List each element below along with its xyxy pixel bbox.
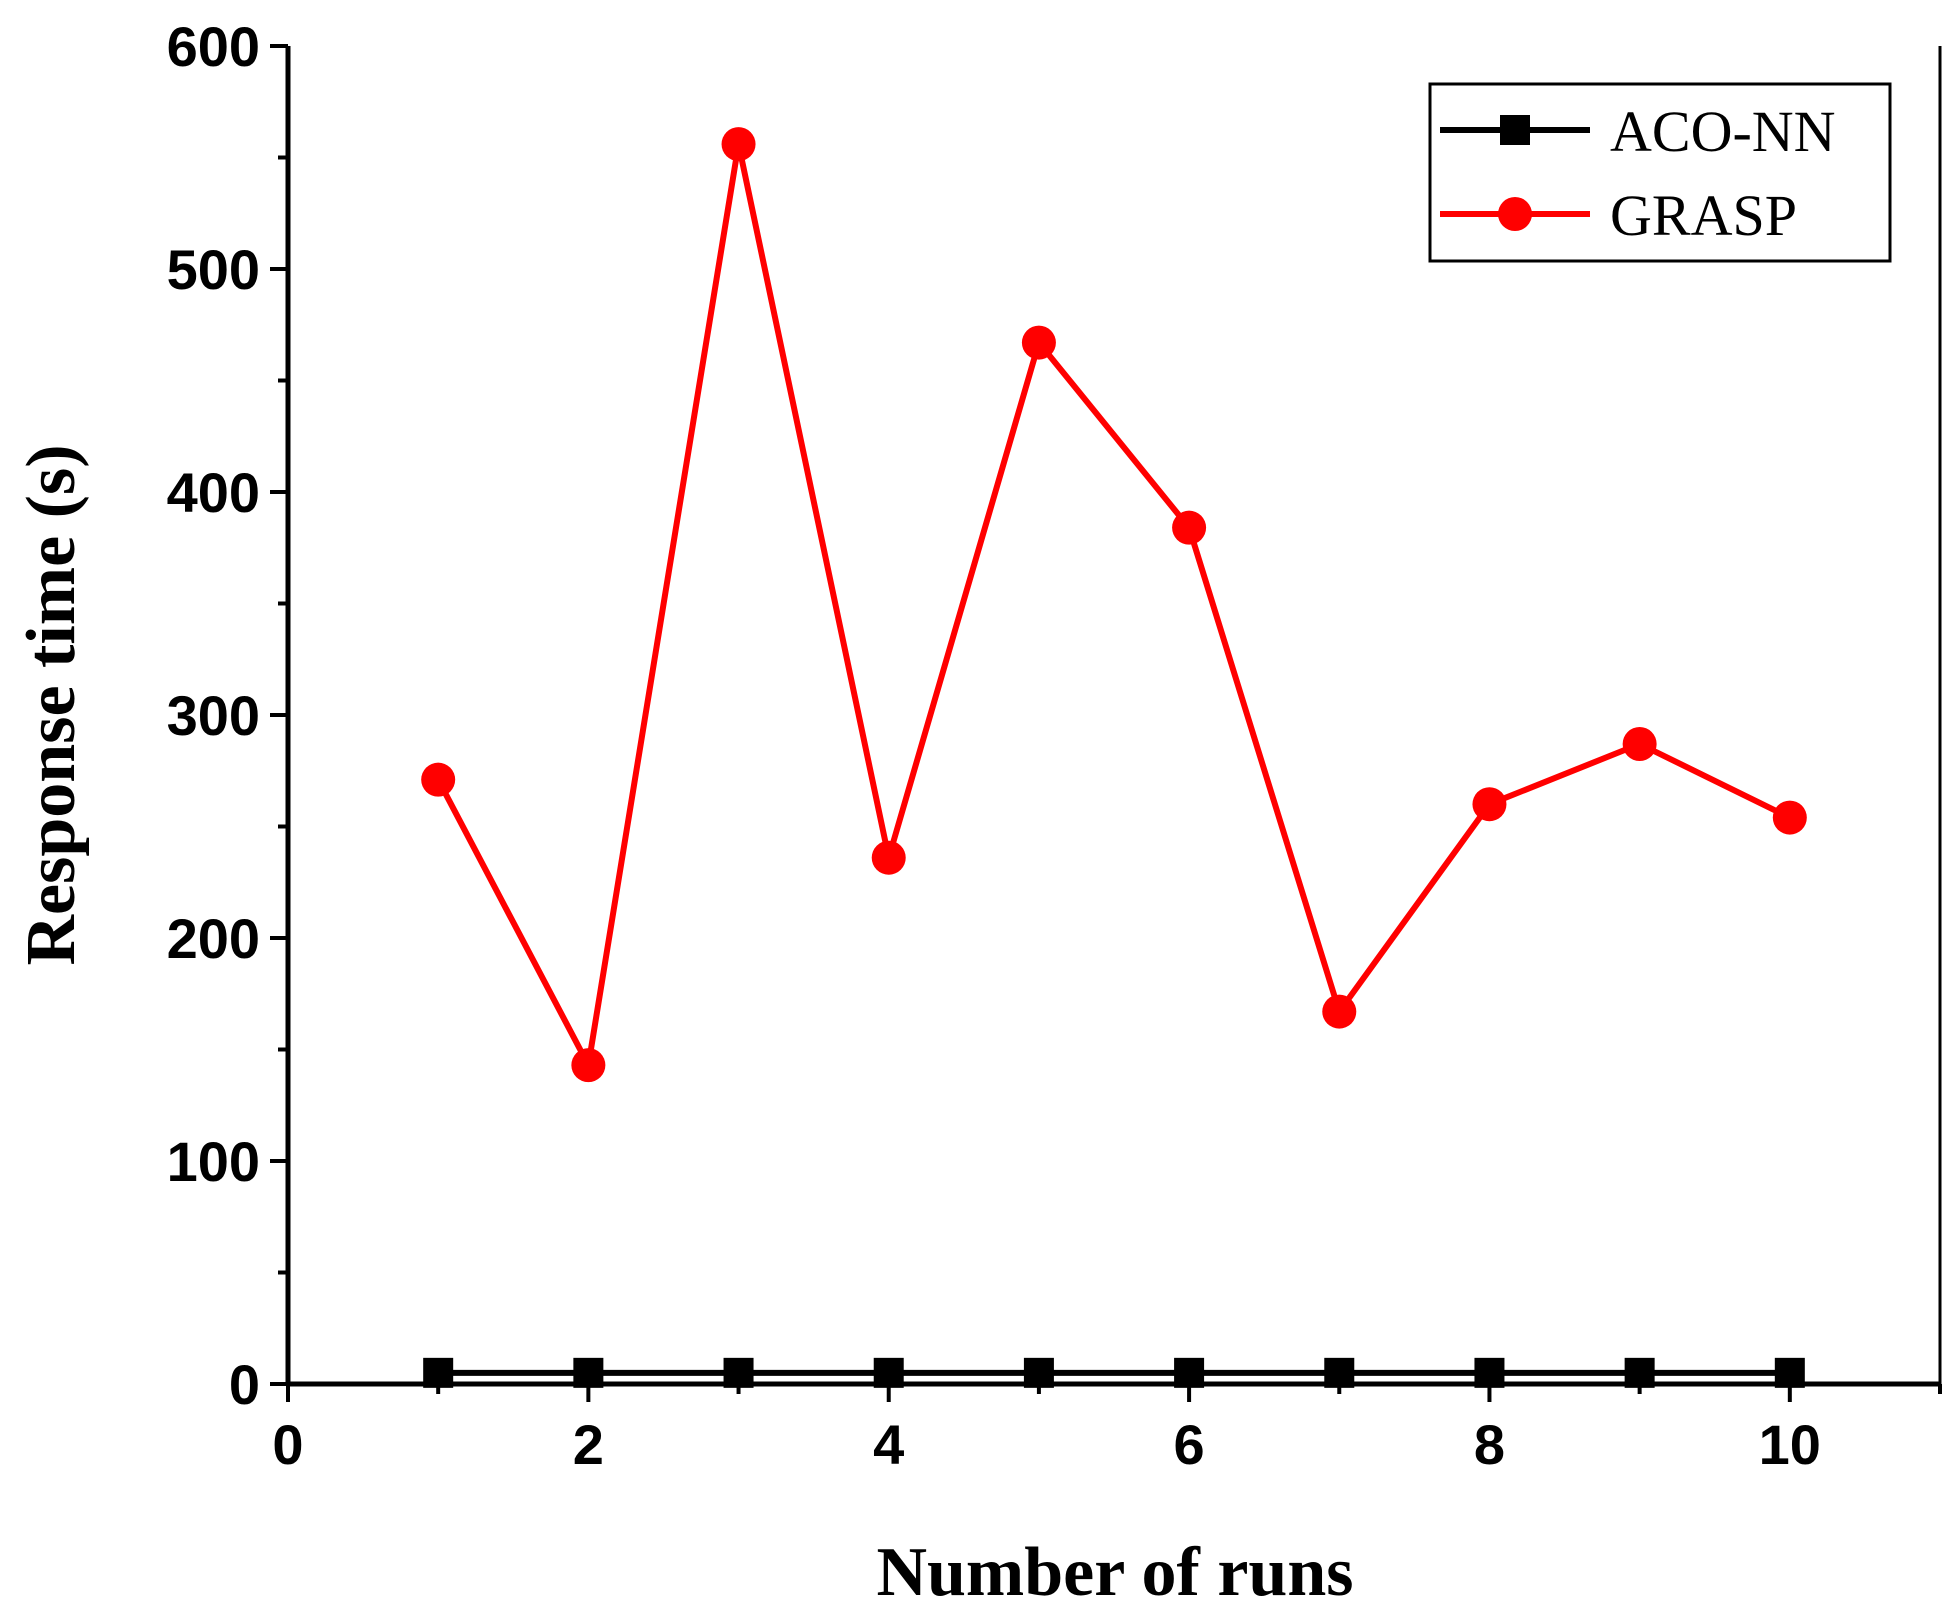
data-point-aco-nn <box>1023 1357 1054 1388</box>
data-point-aco-nn <box>1774 1357 1805 1388</box>
x-tick-label: 4 <box>873 1413 904 1476</box>
x-tick-label: 2 <box>573 1413 604 1476</box>
x-tick-label: 8 <box>1474 1413 1505 1476</box>
data-point-grasp <box>721 127 756 162</box>
legend-label-grasp: GRASP <box>1610 183 1797 248</box>
y-tick-label: 600 <box>167 15 260 78</box>
x-tick-label: 0 <box>272 1413 303 1476</box>
x-tick-label: 6 <box>1174 1413 1205 1476</box>
data-point-aco-nn <box>723 1357 754 1388</box>
legend: ACO-NN GRASP <box>1428 82 1892 263</box>
legend-box <box>1428 82 1892 263</box>
data-point-grasp <box>871 840 906 875</box>
y-axis-title: Response time (s) <box>13 444 90 965</box>
data-point-aco-nn <box>873 1357 904 1388</box>
x-axis-title: Number of runs <box>876 1534 1353 1611</box>
y-tick-label: 400 <box>167 461 260 524</box>
data-point-grasp <box>1322 994 1357 1029</box>
data-point-aco-nn <box>1174 1357 1205 1388</box>
data-point-grasp <box>1622 726 1657 761</box>
y-tick-label: 100 <box>167 1130 260 1193</box>
data-point-aco-nn <box>573 1357 604 1388</box>
y-tick-label: 300 <box>167 684 260 747</box>
y-tick-label: 500 <box>167 238 260 301</box>
data-point-aco-nn <box>1624 1357 1655 1388</box>
data-point-grasp <box>1172 510 1207 545</box>
series-line-grasp <box>435 141 1792 1069</box>
data-point-aco-nn <box>423 1357 454 1388</box>
y-tick-label: 0 <box>229 1353 260 1416</box>
y-tick-label: 200 <box>167 907 260 970</box>
data-point-aco-nn <box>1474 1357 1505 1388</box>
legend-marker-aco-nn <box>1500 115 1530 145</box>
legend-label-aco-nn: ACO-NN <box>1610 99 1836 164</box>
ticks: 0 100 200 300 400 500 600 0 2 4 6 8 10 <box>167 15 1942 1476</box>
legend-marker-grasp <box>1498 197 1532 231</box>
data-point-grasp <box>1472 787 1507 822</box>
data-point-grasp <box>1021 325 1056 360</box>
x-tick-label: 10 <box>1759 1413 1821 1476</box>
data-point-grasp <box>571 1048 606 1083</box>
data-point-grasp <box>1772 800 1807 835</box>
series-layer <box>421 127 1807 1388</box>
data-point-grasp <box>421 762 456 797</box>
data-point-aco-nn <box>1324 1357 1355 1388</box>
